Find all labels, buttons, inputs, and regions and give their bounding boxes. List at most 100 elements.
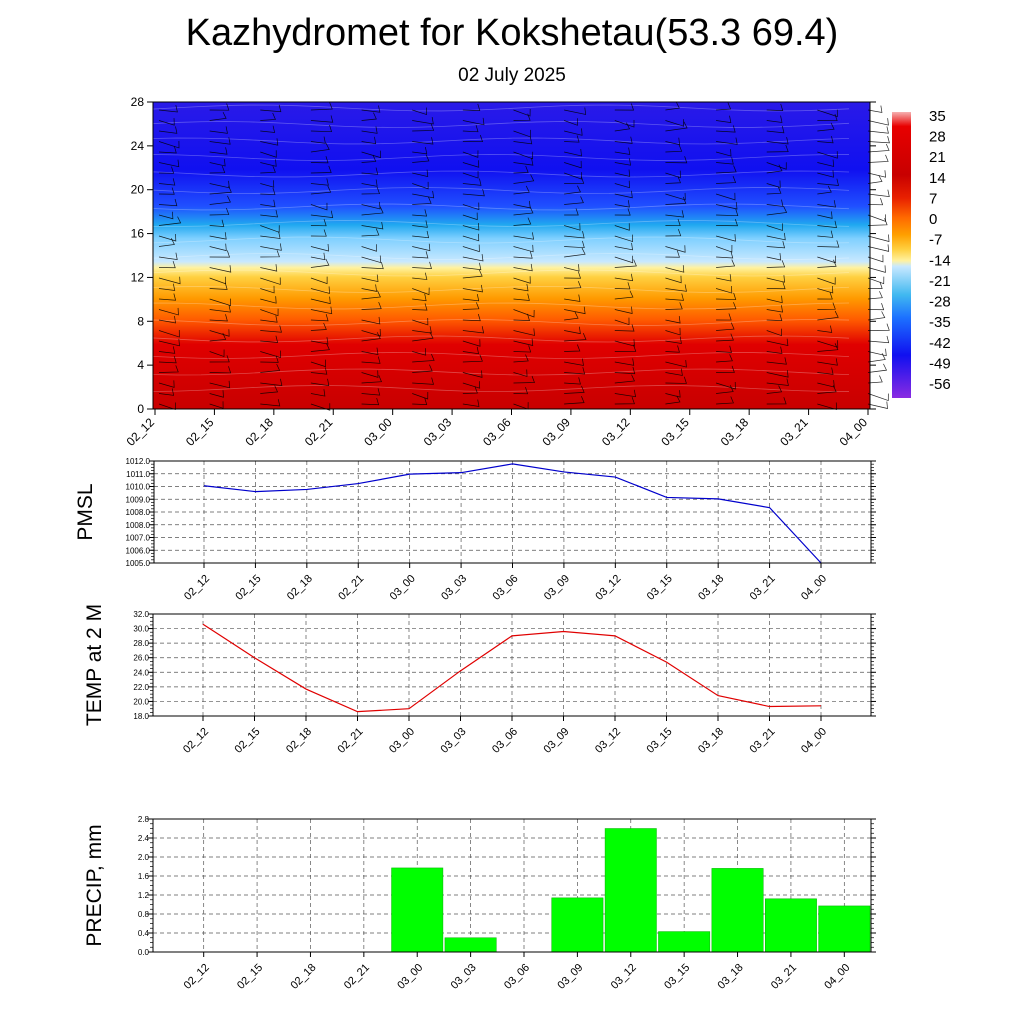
precip-bar (391, 867, 444, 953)
wind-barb (462, 370, 483, 378)
wind-barb (310, 337, 329, 345)
y-tick-label: 32.0 (133, 610, 149, 619)
wind-barb (158, 105, 178, 113)
x-tick-label: 03_00 (361, 415, 395, 449)
wind-barb (513, 375, 535, 384)
wind-barb (564, 281, 582, 289)
wind-barb (158, 293, 177, 301)
wind-barb (614, 158, 631, 166)
wind-barb (766, 223, 783, 231)
wind-barb (361, 206, 384, 216)
wind-barb (867, 348, 887, 357)
x-tick-label: 03_12 (593, 726, 623, 756)
wind-barb (513, 283, 529, 292)
wind-barb (817, 109, 838, 118)
wind-barb (665, 144, 683, 153)
wind-barb (513, 174, 535, 184)
wind-barb (665, 192, 686, 201)
wind-barb (716, 259, 736, 268)
wind-barb (564, 358, 584, 366)
y-tick-label: 26.0 (133, 654, 149, 663)
wind-barb (766, 275, 785, 283)
y-tick-label: 0.8 (138, 910, 150, 919)
wind-barb (513, 158, 534, 166)
y-tick-label: 16 (131, 227, 145, 241)
wind-barb (513, 129, 531, 138)
wind-barb (766, 162, 787, 170)
wind-barb (361, 154, 377, 163)
x-tick-label: 03_09 (542, 726, 572, 756)
wind-barb (412, 116, 434, 125)
wind-barb (361, 187, 381, 195)
wind-barb (716, 313, 732, 321)
wind-barb (361, 284, 377, 292)
x-tick-label: 04_00 (799, 726, 829, 756)
wind-barb (260, 325, 282, 333)
wind-barb (412, 293, 427, 302)
wind-barb (817, 211, 833, 219)
wind-barb (260, 159, 277, 167)
wind-barb (614, 317, 630, 326)
wind-barb (766, 346, 783, 354)
wind-barb (614, 147, 631, 155)
wind-barb (817, 240, 840, 248)
wind-barb (614, 223, 630, 231)
wind-barb (716, 251, 734, 259)
wind-barb (665, 245, 686, 253)
wind-barb (361, 316, 381, 325)
wind-barb (361, 126, 378, 134)
wind-barb (564, 135, 580, 143)
wind-barb (412, 209, 428, 217)
wind-barb (209, 305, 231, 313)
x-tick-label: 03_12 (609, 962, 639, 992)
wind-barb (715, 234, 736, 242)
wind-barb (665, 196, 687, 205)
contour-line (152, 187, 850, 194)
wind-barb (361, 105, 381, 113)
page-subtitle: 02 July 2025 (458, 65, 566, 86)
wind-barb (361, 290, 381, 300)
wind-barb (361, 228, 380, 237)
wind-barb (260, 187, 276, 195)
wind-barb (716, 137, 738, 145)
wind-barb (310, 156, 329, 164)
wind-barb (867, 291, 883, 300)
wind-barb (260, 225, 280, 233)
x-tick-label: 02_18 (285, 573, 315, 603)
wind-barb (310, 210, 334, 218)
wind-barb (513, 185, 530, 195)
wind-barb (817, 122, 835, 132)
y-tick-label: 1011.0 (126, 470, 150, 479)
wind-barb (260, 335, 279, 343)
wind-barb (462, 150, 479, 158)
wind-barb (817, 170, 834, 178)
wind-barb (716, 292, 737, 300)
wind-barb (614, 324, 635, 332)
contour-line (152, 302, 850, 310)
wind-barb (158, 166, 175, 174)
wind-barb (462, 103, 481, 111)
contour-line (152, 220, 850, 227)
wind-barb (412, 146, 428, 155)
wind-barb (867, 375, 883, 384)
wind-barb (614, 234, 634, 243)
wind-barb (260, 165, 276, 174)
wind-barb (716, 157, 734, 165)
wind-barb (564, 160, 582, 169)
wind-barb (158, 146, 177, 154)
wind-barb (564, 271, 581, 279)
wind-barb (310, 102, 333, 111)
wind-barb (716, 345, 732, 353)
x-tick-label: 04_00 (822, 962, 852, 992)
wind-barb (158, 346, 176, 354)
wind-barb (715, 381, 736, 390)
wind-barb (310, 202, 328, 211)
wind-barb (867, 105, 883, 113)
wind-barb (513, 293, 530, 301)
wind-barb (665, 368, 683, 376)
wind-barb (209, 329, 230, 337)
wind-barb (715, 245, 733, 253)
wind-barb (614, 122, 631, 132)
wind-barb (766, 378, 789, 386)
wind-barb (665, 395, 681, 405)
